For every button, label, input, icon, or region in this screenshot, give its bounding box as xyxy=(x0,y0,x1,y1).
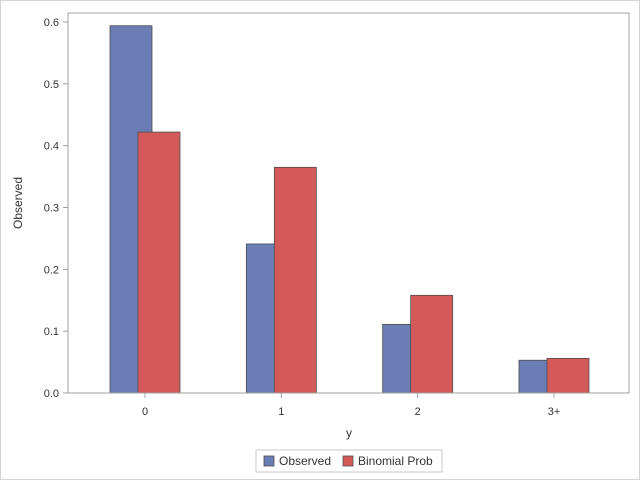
bar-binomial-prob-1 xyxy=(273,166,317,394)
y-axis: 0.0 0.1 0.2 0.3 0.4 0.5 0.6 xyxy=(44,17,68,400)
y-tick-label: 0.1 xyxy=(44,326,59,338)
y-tick-label: 0.2 xyxy=(44,264,59,276)
x-tick-label: 3+ xyxy=(548,406,561,418)
y-tick-label: 0.0 xyxy=(44,388,59,400)
legend-box xyxy=(255,449,443,473)
y-tick-label: 0.5 xyxy=(44,79,59,91)
bars-group xyxy=(109,25,590,394)
x-tick-label: 1 xyxy=(278,406,284,418)
legend: Observed Binomial Prob xyxy=(263,454,433,468)
bar-binomial-prob-0 xyxy=(137,131,181,394)
x-axis: 0 1 2 3+ xyxy=(142,393,560,418)
y-tick-label: 0.6 xyxy=(44,17,59,29)
x-axis-title: y xyxy=(346,426,352,440)
legend-label-1: Binomial Prob xyxy=(358,454,433,468)
y-axis-title: Observed xyxy=(11,177,25,229)
plot-area-border xyxy=(67,12,630,394)
x-tick-label: 0 xyxy=(142,406,148,418)
y-tick-label: 0.3 xyxy=(44,203,59,215)
legend-swatch-1 xyxy=(342,455,354,467)
x-tick-label: 2 xyxy=(415,406,421,418)
bar-binomial-prob-2 xyxy=(410,294,454,394)
y-tick-label: 0.4 xyxy=(44,141,59,153)
legend-swatch-0 xyxy=(263,455,275,467)
legend-label-0: Observed xyxy=(279,454,331,468)
bar-binomial-prob-3 xyxy=(546,357,590,394)
